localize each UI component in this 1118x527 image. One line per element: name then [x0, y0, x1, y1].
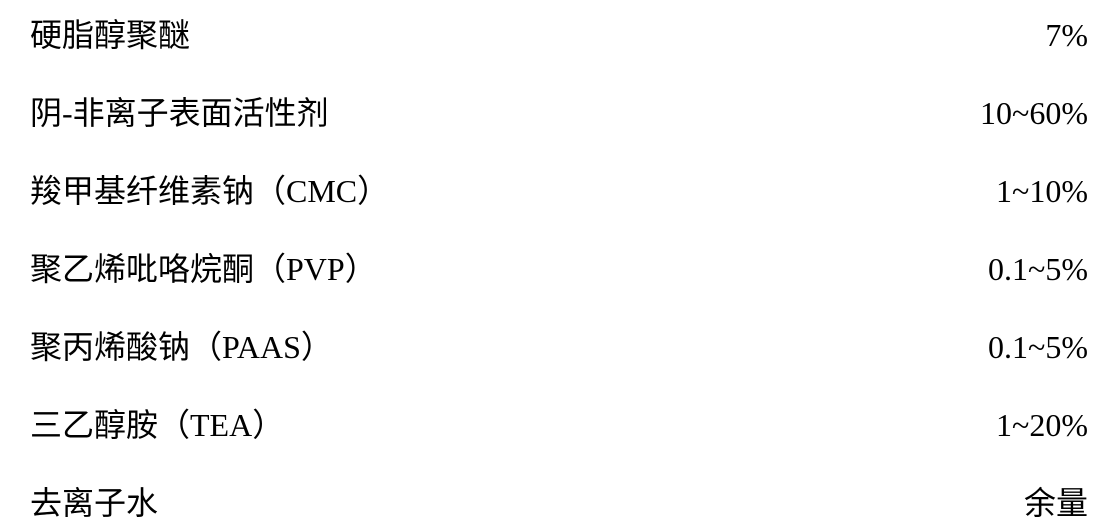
- ingredient-value: 1~20%: [996, 407, 1088, 444]
- ingredient-value: 7%: [1045, 17, 1088, 54]
- table-row: 聚乙烯吡咯烷酮（PVP） 0.1~5%: [30, 244, 1088, 290]
- ingredient-label: 聚丙烯酸钠（PAAS）: [30, 322, 333, 368]
- table-row: 去离子水 余量: [30, 478, 1088, 524]
- ingredient-value: 10~60%: [980, 95, 1088, 132]
- ingredient-value: 0.1~5%: [988, 251, 1088, 288]
- ingredient-value: 1~10%: [996, 173, 1088, 210]
- table-row: 聚丙烯酸钠（PAAS） 0.1~5%: [30, 322, 1088, 368]
- ingredient-value: 余量: [1024, 478, 1088, 524]
- table-row: 阴-非离子表面活性剂 10~60%: [30, 88, 1088, 134]
- ingredient-label: 阴-非离子表面活性剂: [30, 88, 329, 134]
- table-row: 三乙醇胺（TEA） 1~20%: [30, 400, 1088, 446]
- table-row: 硬脂醇聚醚 7%: [30, 10, 1088, 56]
- ingredient-label: 羧甲基纤维素钠（CMC）: [30, 166, 389, 212]
- ingredient-label: 聚乙烯吡咯烷酮（PVP）: [30, 244, 377, 290]
- ingredient-label: 去离子水: [30, 478, 158, 524]
- ingredient-label: 硬脂醇聚醚: [30, 10, 190, 56]
- ingredient-label: 三乙醇胺（TEA）: [30, 400, 284, 446]
- ingredient-value: 0.1~5%: [988, 329, 1088, 366]
- table-row: 羧甲基纤维素钠（CMC） 1~10%: [30, 166, 1088, 212]
